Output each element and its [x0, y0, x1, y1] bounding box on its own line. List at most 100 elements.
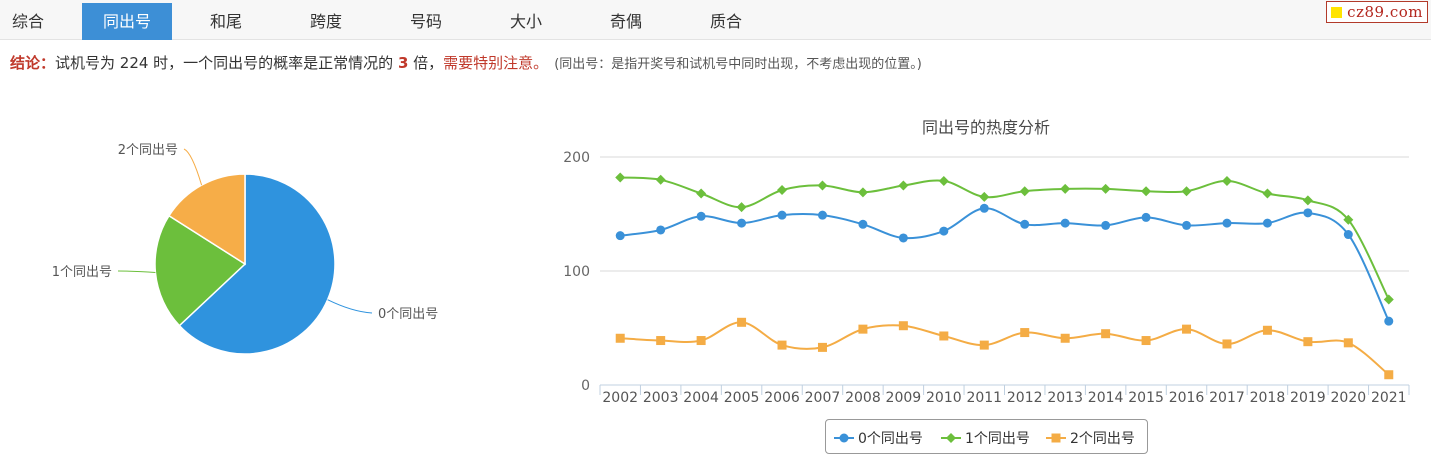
x-tick-label: 2005: [724, 390, 760, 406]
series-0-point-2005[interactable]: [737, 218, 747, 228]
series-line-1: [620, 176, 1390, 300]
series-1-point-2021[interactable]: [1383, 294, 1394, 305]
conclusion-text-1: 试机号为 224 时，一个同出号的概率是正常情况的: [55, 54, 398, 72]
x-tick-label: 2020: [1331, 390, 1367, 406]
series-1-point-2008[interactable]: [857, 187, 868, 198]
series-2-point-2018[interactable]: [1262, 325, 1272, 335]
series-1-point-2006[interactable]: [777, 185, 788, 196]
series-1-point-2007[interactable]: [817, 180, 828, 191]
series-2-point-2016[interactable]: [1182, 324, 1192, 334]
pie-label-0: 0个同出号: [378, 307, 438, 322]
series-0-point-2019[interactable]: [1303, 208, 1313, 218]
series-1-point-2017[interactable]: [1221, 175, 1232, 186]
series-0-point-2011[interactable]: [979, 203, 989, 213]
legend-item-2[interactable]: 2个同出号: [1046, 428, 1135, 448]
x-tick-label: 2004: [683, 390, 719, 406]
series-1-point-2003[interactable]: [655, 174, 666, 185]
series-0-point-2018[interactable]: [1262, 218, 1272, 228]
series-1-point-2013[interactable]: [1060, 183, 1071, 194]
series-0-point-2004[interactable]: [696, 211, 706, 221]
tab-3[interactable]: 和尾: [209, 12, 242, 31]
tab-6[interactable]: 大小: [509, 12, 542, 31]
series-0-point-2002[interactable]: [615, 231, 625, 241]
series-2-point-2002[interactable]: [615, 333, 625, 343]
x-tick-label: 2007: [805, 390, 841, 406]
x-tick-label: 2008: [845, 390, 881, 406]
series-2-point-2013[interactable]: [1060, 333, 1070, 343]
x-tick-label: 2011: [966, 390, 1002, 406]
conclusion-text-2: 倍，: [408, 54, 444, 72]
legend-label-2: 2个同出号: [1070, 431, 1135, 447]
series-0-point-2020[interactable]: [1343, 230, 1353, 240]
series-line-0: [620, 207, 1390, 322]
series-1-point-2002[interactable]: [615, 172, 626, 183]
legend-circle-icon: [834, 433, 854, 443]
series-0-point-2015[interactable]: [1141, 212, 1151, 222]
series-1-point-2015[interactable]: [1141, 186, 1152, 197]
series-1-point-2009[interactable]: [898, 180, 909, 191]
x-tick-label: 2003: [643, 390, 679, 406]
series-2-point-2017[interactable]: [1222, 339, 1232, 349]
series-0-point-2009[interactable]: [898, 233, 908, 243]
series-2-point-2006[interactable]: [777, 340, 787, 350]
x-tick-label: 2015: [1128, 390, 1164, 406]
series-2-point-2005[interactable]: [737, 317, 747, 327]
series-0-point-2014[interactable]: [1101, 220, 1111, 230]
x-tick-label: 2021: [1371, 390, 1407, 406]
series-line-2: [620, 321, 1390, 376]
series-2-point-2020[interactable]: [1343, 338, 1353, 348]
x-tick-label: 2017: [1209, 390, 1245, 406]
series-0-point-2008[interactable]: [858, 219, 868, 229]
x-tick-label: 2019: [1290, 390, 1326, 406]
series-0-point-2006[interactable]: [777, 210, 787, 220]
tab-4[interactable]: 跨度: [309, 12, 342, 31]
series-2-point-2008[interactable]: [858, 324, 868, 334]
series-1-point-2018[interactable]: [1262, 188, 1273, 199]
series-2-point-2019[interactable]: [1303, 337, 1313, 347]
y-tick-label: 100: [563, 264, 590, 280]
legend-item-0[interactable]: 0个同出号: [834, 428, 923, 448]
series-2-point-2012[interactable]: [1020, 328, 1030, 338]
tab-5[interactable]: 号码: [409, 12, 442, 31]
series-1-point-2012[interactable]: [1019, 186, 1030, 197]
tab-7[interactable]: 奇偶: [609, 12, 642, 31]
series-0-point-2013[interactable]: [1060, 218, 1070, 228]
series-1-point-2010[interactable]: [938, 175, 949, 186]
series-0-point-2016[interactable]: [1182, 220, 1192, 230]
pie-label-1: 1个同出号: [52, 265, 112, 280]
series-2-point-2004[interactable]: [696, 336, 706, 346]
conclusion-label: 结论：: [10, 54, 56, 72]
series-2-point-2015[interactable]: [1141, 336, 1151, 346]
tab-bar: 综合 同出号 和尾 跨度 号码 大小 奇偶 质合: [0, 0, 1431, 40]
pie-connector-2: [183, 148, 203, 186]
series-1-point-2019[interactable]: [1302, 195, 1313, 206]
series-1-point-2020[interactable]: [1343, 214, 1354, 225]
series-0-point-2003[interactable]: [656, 225, 666, 235]
series-1-point-2016[interactable]: [1181, 186, 1192, 197]
series-0-point-2021[interactable]: [1384, 316, 1394, 326]
series-2-point-2021[interactable]: [1384, 370, 1394, 380]
legend-label-1: 1个同出号: [965, 431, 1030, 447]
series-1-point-2014[interactable]: [1100, 183, 1111, 194]
series-2-point-2009[interactable]: [898, 321, 908, 331]
series-2-point-2014[interactable]: [1101, 329, 1111, 339]
series-0-point-2010[interactable]: [939, 226, 949, 236]
series-1-point-2005[interactable]: [736, 202, 747, 213]
series-1-point-2004[interactable]: [696, 188, 707, 199]
tab-1[interactable]: 综合: [11, 12, 44, 31]
series-1-point-2011[interactable]: [979, 191, 990, 202]
series-0-point-2012[interactable]: [1020, 219, 1030, 229]
tab-8[interactable]: 质合: [709, 12, 742, 31]
series-0-point-2007[interactable]: [817, 210, 827, 220]
pie-chart: 0个同出号 1个同出号 2个同出号: [52, 143, 438, 355]
series-2-point-2010[interactable]: [939, 331, 949, 341]
series-2-point-2011[interactable]: [979, 340, 989, 350]
site-logo[interactable]: cz89.com: [1326, 1, 1428, 23]
series-2-point-2007[interactable]: [817, 342, 827, 352]
series-0-point-2017[interactable]: [1222, 218, 1232, 228]
y-tick-label: 200: [563, 150, 590, 166]
tab-2[interactable]: 同出号: [82, 3, 172, 40]
series-2-point-2003[interactable]: [656, 336, 666, 346]
pie-slice-2[interactable]: [167, 173, 246, 266]
legend-item-1[interactable]: 1个同出号: [941, 428, 1030, 448]
